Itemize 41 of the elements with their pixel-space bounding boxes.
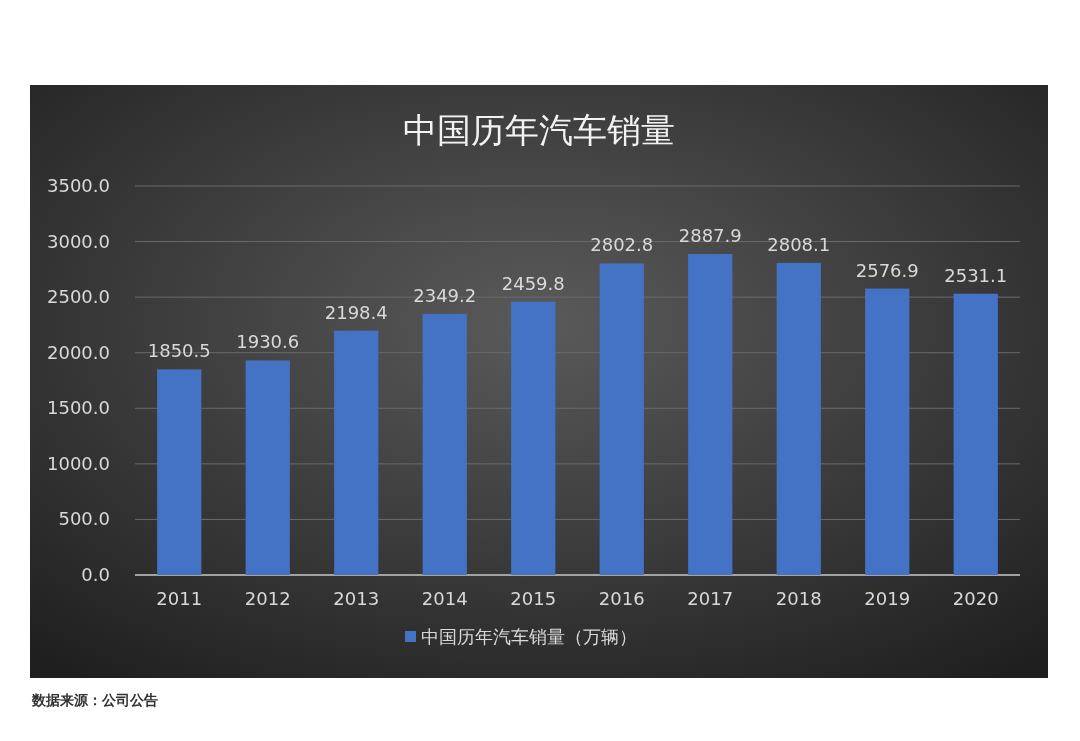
data-label: 2459.8 (501, 272, 565, 294)
data-label: 2887.9 (678, 225, 742, 247)
data-label: 2576.9 (855, 259, 919, 281)
bar (865, 288, 910, 575)
data-label: 1850.5 (147, 340, 211, 362)
y-tick-label: 1500.0 (47, 397, 110, 419)
x-tick-label: 2016 (598, 588, 645, 609)
x-tick-label: 2017 (687, 588, 734, 609)
y-tick-label: 1000.0 (47, 452, 110, 474)
bar (334, 330, 379, 575)
x-tick-label: 2019 (864, 588, 911, 609)
x-tick-label: 2018 (775, 588, 822, 609)
data-label: 2531.1 (944, 264, 1008, 286)
bar (157, 369, 202, 575)
x-tick-label: 2011 (156, 588, 203, 609)
bar (422, 313, 467, 575)
y-tick-label: 2000.0 (47, 341, 110, 363)
x-tick-label: 2014 (421, 588, 468, 609)
y-tick-label: 2500.0 (47, 286, 110, 308)
x-tick-label: 2015 (510, 588, 557, 609)
bar (511, 301, 556, 575)
chart-title: 中国历年汽车销量 (403, 110, 675, 150)
data-label: 1930.6 (236, 331, 300, 353)
y-tick-label: 3000.0 (47, 230, 110, 252)
data-label: 2349.2 (413, 284, 477, 306)
source-note: 数据来源：公司公告 (31, 692, 158, 708)
data-label: 2802.8 (590, 234, 654, 256)
y-tick-label: 0.0 (81, 564, 110, 585)
y-tick-label: 500.0 (58, 508, 110, 530)
bar (599, 263, 644, 575)
data-label: 2198.4 (324, 301, 388, 323)
x-tick-label: 2013 (333, 588, 380, 609)
data-label: 2808.1 (767, 233, 831, 255)
legend-label: 中国历年汽车销量（万辆） (421, 626, 637, 647)
x-tick-label: 2012 (244, 588, 291, 609)
bar (688, 254, 733, 575)
bar (245, 360, 290, 575)
x-tick-label: 2020 (952, 588, 999, 609)
bar (953, 293, 998, 575)
bar (776, 262, 821, 575)
y-tick-label: 3500.0 (47, 175, 110, 196)
